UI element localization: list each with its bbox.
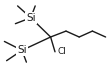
- Text: Si: Si: [17, 45, 27, 55]
- Text: Cl: Cl: [57, 47, 66, 56]
- Text: Si: Si: [26, 13, 36, 23]
